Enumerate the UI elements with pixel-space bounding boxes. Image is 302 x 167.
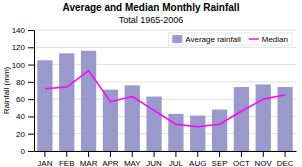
x-tick-mark xyxy=(154,151,155,157)
legend-item: Median xyxy=(249,35,288,44)
line xyxy=(45,71,285,127)
x-tick-label: SEP xyxy=(212,159,228,167)
x-tick-label: FEB xyxy=(59,159,75,167)
y-tick-mark xyxy=(28,65,34,66)
x-tick-label: DEC xyxy=(277,159,294,167)
x-tick: NOV xyxy=(255,151,273,167)
y-axis-line xyxy=(28,31,35,152)
legend: Average rainfall Median xyxy=(168,33,292,45)
grid-line xyxy=(34,30,296,31)
marks xyxy=(37,51,292,151)
bar xyxy=(125,85,140,151)
y-tick-label: 140 xyxy=(12,26,26,35)
x-tick-label: JUN xyxy=(146,159,162,167)
y-axis-title: Rainfall (mm) xyxy=(2,66,11,114)
x-tick-label: MAR xyxy=(80,159,98,167)
bar xyxy=(212,110,227,151)
x-tick-mark xyxy=(219,151,220,157)
bar xyxy=(103,90,118,151)
x-tick-mark xyxy=(263,151,264,157)
y-tick-label: 100 xyxy=(12,61,26,70)
x-tick: JAN xyxy=(37,151,52,167)
x-tick-mark xyxy=(66,151,67,157)
x-tick: FEB xyxy=(59,151,75,167)
x-tick: MAR xyxy=(80,151,98,167)
grid xyxy=(34,30,296,151)
legend-label: Average rainfall xyxy=(185,35,241,44)
bar-series xyxy=(37,51,292,151)
x-tick: APR xyxy=(102,151,119,167)
x-tick-mark xyxy=(132,151,133,157)
y-tick-mark xyxy=(28,151,34,152)
x-axis: JAN FEB MAR APR MAY JUN JUL AUG SEP OCT NOV DEC xyxy=(35,151,297,167)
legend-label: Median xyxy=(262,35,288,44)
chart: Average and Median Monthly Rainfall Total… xyxy=(0,0,302,167)
x-tick-label: OCT xyxy=(233,159,250,167)
x-tick: SEP xyxy=(212,151,228,167)
y-tick: 20 xyxy=(16,130,34,139)
x-tick-mark xyxy=(110,151,111,157)
bar xyxy=(37,60,52,151)
bar xyxy=(168,114,183,151)
y-tick-label: 0 xyxy=(21,147,26,156)
x-tick: DEC xyxy=(277,151,294,167)
x-tick: AUG xyxy=(189,151,206,167)
y-axis: 0 20 40 60 80 100 120 140 xyxy=(12,26,35,156)
y-tick-label: 120 xyxy=(12,43,26,52)
x-tick: JUN xyxy=(146,151,162,167)
y-tick: 140 xyxy=(12,26,34,35)
grid-line xyxy=(34,47,296,48)
x-axis-line xyxy=(35,151,297,152)
bar xyxy=(81,51,96,151)
title: Average and Median Monthly Rainfall xyxy=(63,2,240,13)
y-tick: 120 xyxy=(12,43,34,52)
legend-box xyxy=(168,33,292,45)
y-tick-label: 80 xyxy=(16,78,25,87)
x-tick-mark xyxy=(44,151,45,157)
y-tick: 40 xyxy=(16,112,34,121)
y-tick: 0 xyxy=(21,147,34,156)
legend-item: Average rainfall xyxy=(172,35,241,44)
y-tick-label: 40 xyxy=(16,112,25,121)
bar xyxy=(190,116,205,151)
subtitle: Total 1965-2006 xyxy=(119,15,184,25)
bar xyxy=(59,53,74,151)
x-tick-label: JUL xyxy=(169,159,184,167)
y-tick-mark xyxy=(28,116,34,117)
y-tick-label: 60 xyxy=(16,95,25,104)
x-tick-label: MAY xyxy=(124,159,141,167)
x-tick-mark xyxy=(197,151,198,157)
legend-swatch xyxy=(172,35,182,43)
x-tick: OCT xyxy=(233,151,250,167)
plot: 0 20 40 60 80 100 120 140 JAN FEB MAR APR MAY JUN JUL A… xyxy=(12,26,297,167)
y-tick: 100 xyxy=(12,61,34,70)
x-tick-mark xyxy=(285,151,286,157)
x-tick-mark xyxy=(175,151,176,157)
x-tick-label: APR xyxy=(102,159,119,167)
x-tick-mark xyxy=(88,151,89,157)
y-tick: 80 xyxy=(16,78,34,87)
y-tick: 60 xyxy=(16,95,34,104)
bar xyxy=(234,87,249,151)
x-tick-mark xyxy=(241,151,242,157)
bar xyxy=(146,97,161,151)
x-tick: MAY xyxy=(124,151,141,167)
y-tick-mark xyxy=(28,134,34,135)
y-tick-mark xyxy=(28,99,34,100)
y-tick-mark xyxy=(28,30,34,31)
x-tick-label: NOV xyxy=(255,159,273,167)
bar xyxy=(256,84,271,151)
y-tick-mark xyxy=(28,47,34,48)
x-tick: JUL xyxy=(169,151,184,167)
y-tick-mark xyxy=(28,82,34,83)
x-tick-label: AUG xyxy=(189,159,206,167)
legend-swatch xyxy=(249,38,259,40)
x-tick-label: JAN xyxy=(37,159,52,167)
y-tick-label: 20 xyxy=(16,130,25,139)
